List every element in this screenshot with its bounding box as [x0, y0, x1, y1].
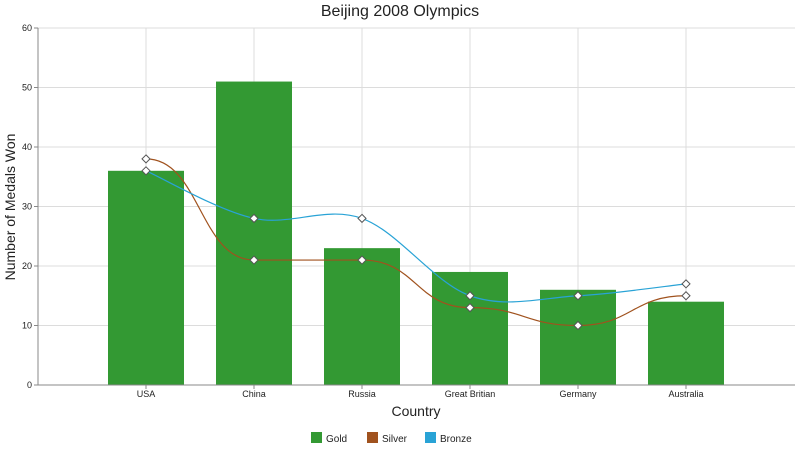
bronze-marker	[465, 291, 475, 301]
legend-label-bronze: Bronze	[440, 434, 472, 445]
bronze-marker	[681, 279, 691, 289]
silver-marker	[357, 255, 367, 265]
legend-label-silver: Silver	[382, 434, 408, 445]
x-tick-label: Russia	[348, 389, 376, 399]
legend-swatch-silver	[367, 432, 378, 443]
legend-swatch-bronze	[425, 432, 436, 443]
legend-label-gold: Gold	[326, 434, 347, 445]
y-tick-label: 10	[22, 321, 32, 331]
marker-layer	[141, 154, 691, 331]
axis-layer	[34, 27, 795, 389]
gold-bar	[432, 271, 508, 385]
gold-bar	[324, 248, 400, 385]
gold-bar	[108, 170, 184, 385]
y-tick-label: 20	[22, 261, 32, 271]
x-tick-label: Great Britian	[445, 389, 496, 399]
x-tick-label: China	[242, 389, 266, 399]
silver-marker	[249, 255, 259, 265]
tick-layer: 0 10 20 30 40 50 60 USA China Russia Great Britian…	[22, 23, 704, 399]
y-axis-label: Number of Medals Won	[2, 134, 18, 281]
silver-marker	[141, 154, 151, 164]
line-layer	[145, 158, 687, 327]
legend-swatch-gold	[311, 432, 322, 443]
gold-bar	[216, 81, 292, 386]
gold-bar	[540, 289, 616, 385]
silver-marker	[681, 291, 691, 301]
y-tick-label: 50	[22, 83, 32, 93]
x-axis-label: Country	[391, 403, 440, 419]
x-tick-label: USA	[137, 389, 156, 399]
gold-bar	[648, 301, 724, 385]
bar-layer	[108, 81, 724, 386]
legend: Gold Silver Bronze	[311, 432, 472, 445]
silver-marker	[465, 302, 475, 313]
y-tick-label: 60	[22, 23, 32, 33]
bronze-marker	[357, 213, 367, 224]
bronze-marker	[573, 291, 583, 301]
bronze-line	[145, 170, 687, 303]
silver-marker	[573, 320, 583, 331]
x-tick-label: Germany	[559, 389, 597, 399]
x-tick-label: Australia	[668, 389, 703, 399]
y-tick-label: 40	[22, 142, 32, 152]
bronze-marker	[141, 166, 151, 176]
silver-line	[145, 158, 687, 327]
bronze-marker	[249, 213, 259, 224]
y-tick-label: 0	[27, 380, 32, 390]
y-tick-label: 30	[22, 202, 32, 212]
chart-title: Beijing 2008 Olympics	[321, 3, 479, 20]
